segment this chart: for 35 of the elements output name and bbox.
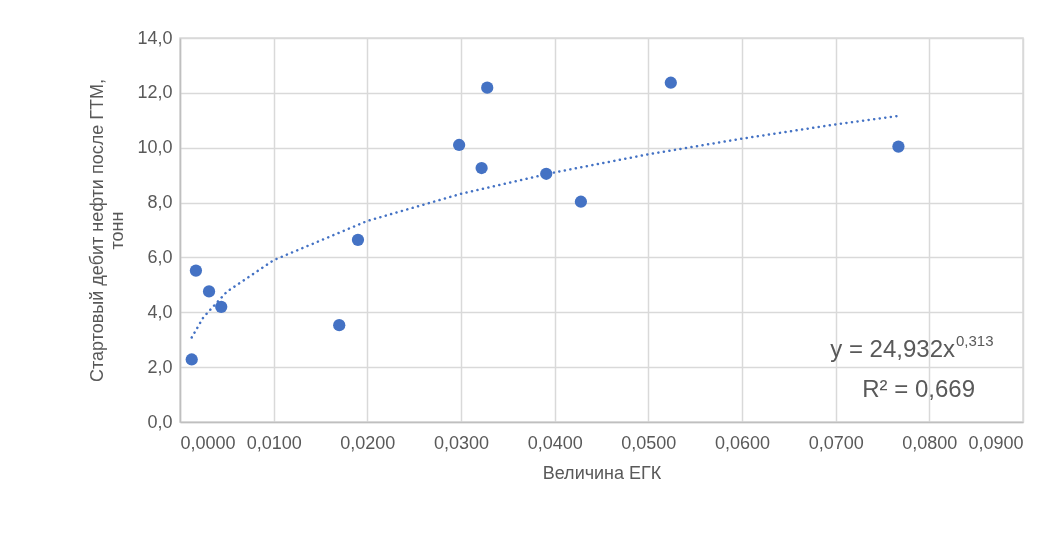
point [185, 353, 198, 366]
x-tick-label: 0,0800 [902, 432, 958, 453]
point [892, 140, 905, 153]
point [189, 264, 203, 277]
point [351, 233, 365, 246]
point [215, 300, 228, 313]
x-tick-label: 0,0900 [968, 432, 1024, 453]
y-tick-label: 4,0 [147, 301, 173, 322]
point [481, 81, 494, 94]
y-axis-title: Стартовый дебит нефти после ГТМ, тонн [87, 79, 128, 382]
x-tick-label: 0,0000 [180, 432, 236, 453]
line-series [190, 114, 900, 339]
y-tick-label: 2,0 [147, 356, 173, 377]
point [453, 138, 466, 152]
point [202, 285, 216, 298]
x-tick-label: 0,0300 [433, 432, 490, 453]
y-tick-label: 10,0 [137, 137, 173, 158]
point [574, 195, 588, 208]
x-tick-label: 0,0200 [340, 432, 396, 453]
y-tick-label: 0,0 [147, 411, 173, 432]
point [540, 167, 553, 180]
point [333, 319, 346, 332]
x-tick-label: 0,0400 [527, 432, 583, 453]
point [475, 161, 488, 175]
x-tick-label: 0,0500 [621, 432, 677, 453]
x-tick-label: 0,0100 [246, 432, 302, 453]
x-tick-label: 0,0600 [714, 432, 771, 453]
y-tick-label: 8,0 [147, 192, 173, 213]
y-tick-label: 12,0 [137, 82, 173, 103]
point [664, 76, 677, 89]
x-axis-title: Величина ЕГК [542, 462, 662, 483]
y-tick-label: 14,0 [137, 27, 173, 48]
y-tick-label: 6,0 [147, 246, 173, 267]
x-tick-label: 0,0700 [808, 432, 864, 453]
annotation: R² = 0,669 [862, 375, 975, 402]
